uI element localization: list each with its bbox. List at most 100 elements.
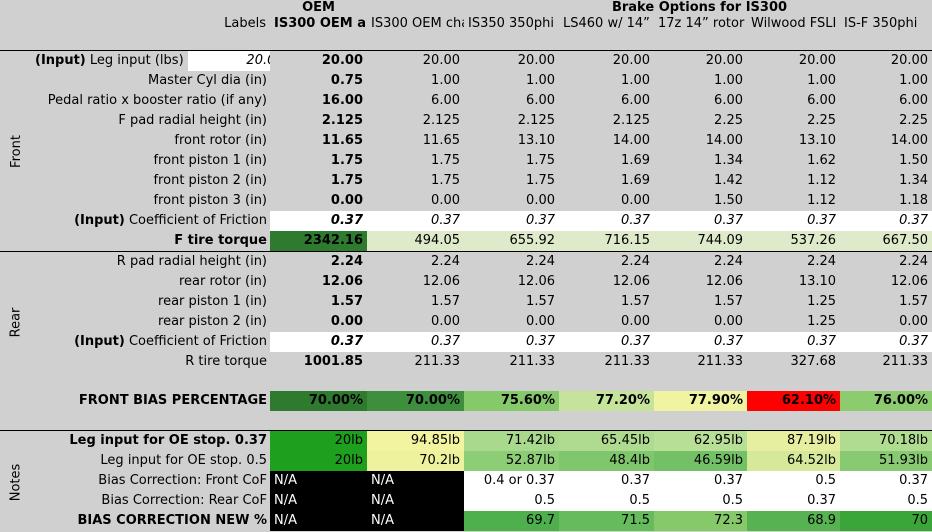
value-cell: 1.57	[899, 294, 929, 309]
value-cell: 20lb	[270, 451, 367, 471]
value-cell[interactable]: 0.37	[559, 332, 654, 352]
row-label: F pad radial height (in)	[32, 111, 270, 131]
value-cell: 1.57	[714, 294, 743, 309]
value-cell: 2.24	[621, 254, 650, 269]
row-label-text: Leg input for OE stop. 0.5	[100, 453, 267, 468]
value-cell: 16.00	[321, 93, 363, 108]
value-cell: 13.10	[517, 133, 555, 148]
table-row: BIAS CORRECTION NEW % N/A N/A 69.7 71.5 72.3 6…	[0, 511, 932, 531]
value-cell: 1.12	[807, 193, 837, 208]
value-cell: 12.06	[422, 274, 460, 289]
value-cell: 667.50	[840, 231, 932, 251]
row-label: front piston 3 (in)	[32, 191, 270, 211]
value-cell: 2.125	[612, 113, 650, 128]
value-cell: 14.00	[612, 133, 650, 148]
value-cell: 537.26	[747, 231, 841, 251]
value-cell: 1.18	[899, 193, 929, 208]
value-cell: 0.37	[559, 471, 654, 491]
value-cell: 94.85lb	[367, 431, 464, 451]
value-cell[interactable]: 0.37	[559, 211, 654, 231]
row-label-text: Coefficient of Friction	[128, 334, 267, 349]
row-label: BIAS CORRECTION NEW %	[32, 511, 270, 531]
front-bias-row: FRONT BIAS PERCENTAGE 70.00% 70.00% 75.60% 7…	[0, 391, 932, 411]
spacer-row	[0, 372, 932, 391]
row-label: front piston 1 (in)	[32, 151, 270, 171]
options-title: Brake Options for IS300	[611, 0, 788, 15]
table-row: front rotor (in) 11.65 11.65 13.10 14.00 14.0…	[0, 131, 932, 151]
value-cell[interactable]: 0.37	[747, 332, 841, 352]
table-row: rear rotor (in) 12.06 12.06 12.06 12.06 12.06…	[0, 272, 932, 292]
value-cell: 1.25	[807, 314, 837, 329]
value-cell[interactable]: 0.37	[654, 211, 747, 231]
value-cell[interactable]: 0.37	[464, 211, 559, 231]
value-cell: 65.45lb	[559, 431, 654, 451]
value-cell: 2.125	[321, 113, 363, 128]
value-cell: 69.7	[464, 511, 559, 531]
value-cell: 1.75	[431, 153, 460, 168]
value-cell: N/A	[270, 511, 367, 531]
value-cell[interactable]: 0.37	[270, 332, 367, 352]
table-row: (Input) Coefficient of Friction 0.37 0.37 0…	[0, 211, 932, 231]
row-label: Leg input for OE stop. 0.5	[32, 451, 270, 471]
value-cell[interactable]: 0.37	[464, 332, 559, 352]
value-cell[interactable]: 0.37	[367, 332, 464, 352]
labels-header: Labels	[224, 16, 266, 31]
value-cell: 327.68	[790, 354, 837, 369]
row-label: R tire torque	[32, 352, 270, 372]
table-row: front piston 1 (in) 1.75 1.75 1.75 1.69 1.34 1…	[0, 151, 932, 171]
column-header: IS300 OEM all	[274, 16, 367, 31]
value-cell: 1.57	[431, 294, 460, 309]
value-cell: 1.34	[714, 153, 743, 168]
value-cell: 6.00	[526, 93, 555, 108]
value-cell: 71.5	[559, 511, 654, 531]
value-cell[interactable]: 0.37	[270, 211, 367, 231]
row-label: (Input) Coefficient of Friction	[32, 332, 270, 352]
value-cell: 0.00	[526, 193, 555, 208]
value-cell: 13.10	[798, 274, 837, 289]
value-cell: 211.33	[509, 354, 556, 369]
value-cell[interactable]: 0.37	[654, 332, 747, 352]
value-cell: 1.57	[621, 294, 650, 309]
value-cell: N/A	[367, 491, 464, 511]
value-cell: 0.00	[621, 314, 650, 329]
value-cell: 11.65	[422, 133, 460, 148]
bias-value-cell: 62.10%	[747, 391, 841, 411]
value-cell: 6.00	[621, 93, 650, 108]
value-cell: 20.00	[890, 53, 929, 68]
section-front-label: Front	[8, 134, 24, 168]
value-cell: 20.00	[321, 53, 363, 68]
row-label-text: rear piston 2 (in)	[158, 314, 267, 329]
value-cell: 20.00	[517, 53, 555, 68]
value-cell[interactable]: 0.37	[840, 332, 932, 352]
value-cell: 0.5	[559, 491, 654, 511]
value-cell: N/A	[367, 471, 464, 491]
value-cell[interactable]: 0.37	[840, 211, 932, 231]
column-header: IS350 350phi	[468, 16, 554, 31]
leg-input-entry[interactable]: 20.00	[187, 51, 270, 71]
bias-value-cell: 77.20%	[559, 391, 654, 411]
value-cell[interactable]: 0.37	[367, 211, 464, 231]
table-row: R pad radial height (in) 2.24 2.24 2.24 2.24…	[0, 252, 932, 272]
value-cell: 0.00	[330, 193, 363, 208]
value-cell: 2.25	[807, 113, 837, 128]
bias-value-cell: 77.90%	[654, 391, 747, 411]
value-cell: 12.06	[705, 274, 743, 289]
row-label-text: front piston 3 (in)	[153, 193, 267, 208]
row-label: rear piston 1 (in)	[32, 292, 270, 312]
value-cell: 2.125	[517, 113, 555, 128]
row-label-text: F tire torque	[174, 233, 267, 248]
row-label-text: BIAS CORRECTION NEW %	[77, 513, 267, 528]
table-row: R tire torque 1001.85 211.33 211.33 211.33 21…	[0, 352, 932, 372]
value-cell: 72.3	[654, 511, 747, 531]
column-header: LS460 w/ 14” rotor	[563, 16, 654, 31]
value-cell: 1.75	[526, 173, 555, 188]
value-cell: 20.00	[422, 53, 460, 68]
value-cell: 64.52lb	[747, 451, 841, 471]
value-cell: 6.00	[899, 93, 929, 108]
value-cell: 70.18lb	[840, 431, 932, 451]
value-cell: 0.5	[464, 491, 559, 511]
value-cell[interactable]: 0.37	[747, 211, 841, 231]
value-cell: 1.57	[330, 294, 363, 309]
value-cell: 0.00	[330, 314, 363, 329]
table-row: front piston 2 (in) 1.75 1.75 1.75 1.69 1.42 1…	[0, 171, 932, 191]
